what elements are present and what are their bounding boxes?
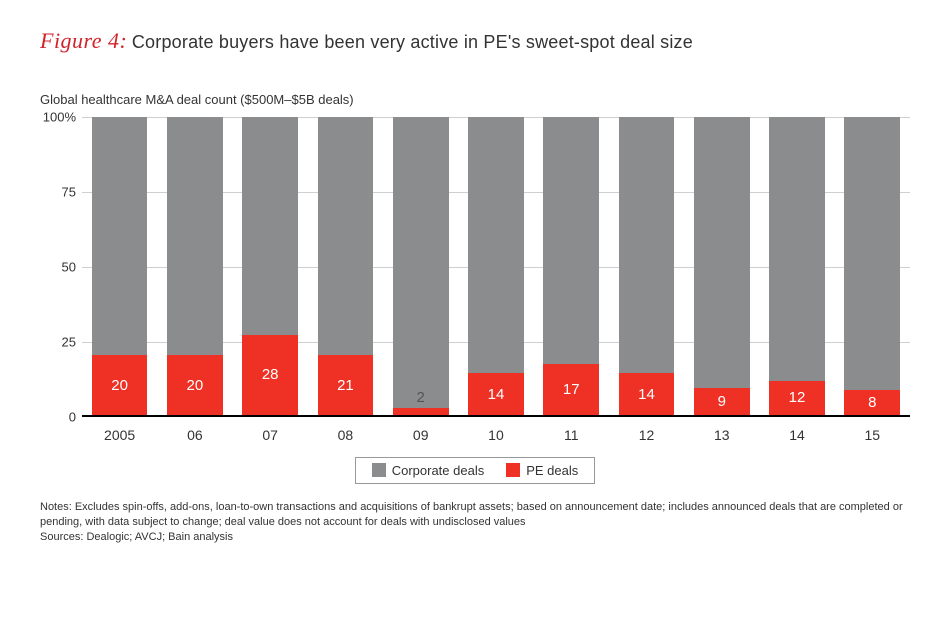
bar-column: 14 (458, 117, 533, 415)
corporate-segment (393, 117, 449, 408)
corporate-segment (543, 117, 599, 364)
pe-segment: 20 (92, 355, 148, 415)
pe-value-label: 20 (111, 377, 128, 394)
pe-value-label: 14 (638, 386, 655, 403)
bar-column: 9 (684, 117, 759, 415)
pe-segment: 17 (543, 364, 599, 415)
stacked-bar: 28 (242, 117, 298, 415)
stacked-bar: 8 (844, 117, 900, 415)
legend: Corporate deals PE deals (355, 457, 596, 484)
pe-value-label: 14 (488, 386, 505, 403)
legend-item-pe: PE deals (506, 463, 578, 478)
pe-value-label: 12 (789, 389, 806, 406)
pe-value-label: 9 (718, 393, 726, 410)
plot-area: 20 20 28 21 2 14 17 14 9 12 8 (82, 117, 910, 417)
x-tick-label: 09 (383, 421, 458, 447)
bar-column: 20 (82, 117, 157, 415)
pe-value-label: 28 (262, 366, 279, 383)
corporate-segment (318, 117, 374, 355)
y-tick-label: 0 (69, 410, 76, 425)
legend-swatch (506, 463, 520, 477)
corporate-segment (167, 117, 223, 355)
stacked-bar: 14 (468, 117, 524, 415)
pe-value-label: 21 (337, 377, 354, 394)
pe-segment: 14 (468, 373, 524, 415)
x-tick-label: 07 (233, 421, 308, 447)
corporate-segment (242, 117, 298, 335)
corporate-segment (619, 117, 675, 373)
legend-label: PE deals (526, 463, 578, 478)
pe-value-label: 17 (563, 381, 580, 398)
pe-segment: 9 (694, 388, 750, 415)
pe-segment: 20 (167, 355, 223, 415)
bar-column: 17 (534, 117, 609, 415)
pe-value-label: 8 (868, 394, 876, 411)
legend-label: Corporate deals (392, 463, 485, 478)
corporate-segment (694, 117, 750, 388)
footnotes: Notes: Excludes spin-offs, add-ons, loan… (40, 500, 910, 545)
y-axis: 0255075100% (40, 117, 82, 417)
corporate-segment (769, 117, 825, 381)
legend-item-corporate: Corporate deals (372, 463, 485, 478)
y-tick-label: 100% (43, 110, 76, 125)
pe-value-label: 2 (417, 389, 425, 406)
pe-segment: 12 (769, 381, 825, 415)
pe-value-label: 20 (187, 377, 204, 394)
y-tick-label: 25 (62, 335, 76, 350)
pe-segment: 14 (619, 373, 675, 415)
pe-segment: 21 (318, 355, 374, 415)
stacked-bar: 9 (694, 117, 750, 415)
stacked-bar: 2 (393, 117, 449, 415)
chart-subtitle: Global healthcare M&A deal count ($500M–… (40, 92, 910, 107)
x-axis-labels: 200506070809101112131415 (82, 421, 910, 447)
stacked-bar: 14 (619, 117, 675, 415)
stacked-bar: 20 (167, 117, 223, 415)
stacked-bar: 17 (543, 117, 599, 415)
y-tick-label: 50 (62, 260, 76, 275)
pe-segment: 28 (242, 335, 298, 415)
figure-caption: Corporate buyers have been very active i… (132, 32, 693, 52)
stacked-bar: 21 (318, 117, 374, 415)
pe-segment: 8 (844, 390, 900, 415)
bar-column: 20 (157, 117, 232, 415)
legend-swatch (372, 463, 386, 477)
bar-column: 21 (308, 117, 383, 415)
figure-number: Figure 4: (40, 28, 127, 53)
notes-text: Notes: Excludes spin-offs, add-ons, loan… (40, 500, 910, 530)
bar-column: 8 (835, 117, 910, 415)
bar-column: 28 (233, 117, 308, 415)
figure-title: Figure 4: Corporate buyers have been ver… (40, 28, 910, 54)
x-tick-label: 08 (308, 421, 383, 447)
corporate-segment (468, 117, 524, 373)
x-tick-label: 10 (458, 421, 533, 447)
x-tick-label: 11 (534, 421, 609, 447)
stacked-bar: 12 (769, 117, 825, 415)
x-tick-label: 14 (759, 421, 834, 447)
bar-column: 12 (759, 117, 834, 415)
corporate-segment (844, 117, 900, 390)
stacked-bar: 20 (92, 117, 148, 415)
x-tick-label: 06 (157, 421, 232, 447)
x-tick-label: 13 (684, 421, 759, 447)
bar-column: 14 (609, 117, 684, 415)
x-tick-label: 12 (609, 421, 684, 447)
bar-column: 2 (383, 117, 458, 415)
x-tick-label: 15 (835, 421, 910, 447)
stacked-bar-chart: 0255075100% 2020282121417149128 20050607… (40, 117, 910, 447)
x-tick-label: 2005 (82, 421, 157, 447)
corporate-segment (92, 117, 148, 355)
pe-segment: 2 (393, 408, 449, 415)
sources-text: Sources: Dealogic; AVCJ; Bain analysis (40, 530, 910, 545)
y-tick-label: 75 (62, 185, 76, 200)
